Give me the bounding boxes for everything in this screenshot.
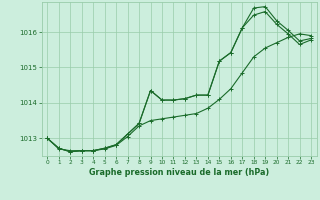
X-axis label: Graphe pression niveau de la mer (hPa): Graphe pression niveau de la mer (hPa) [89, 168, 269, 177]
